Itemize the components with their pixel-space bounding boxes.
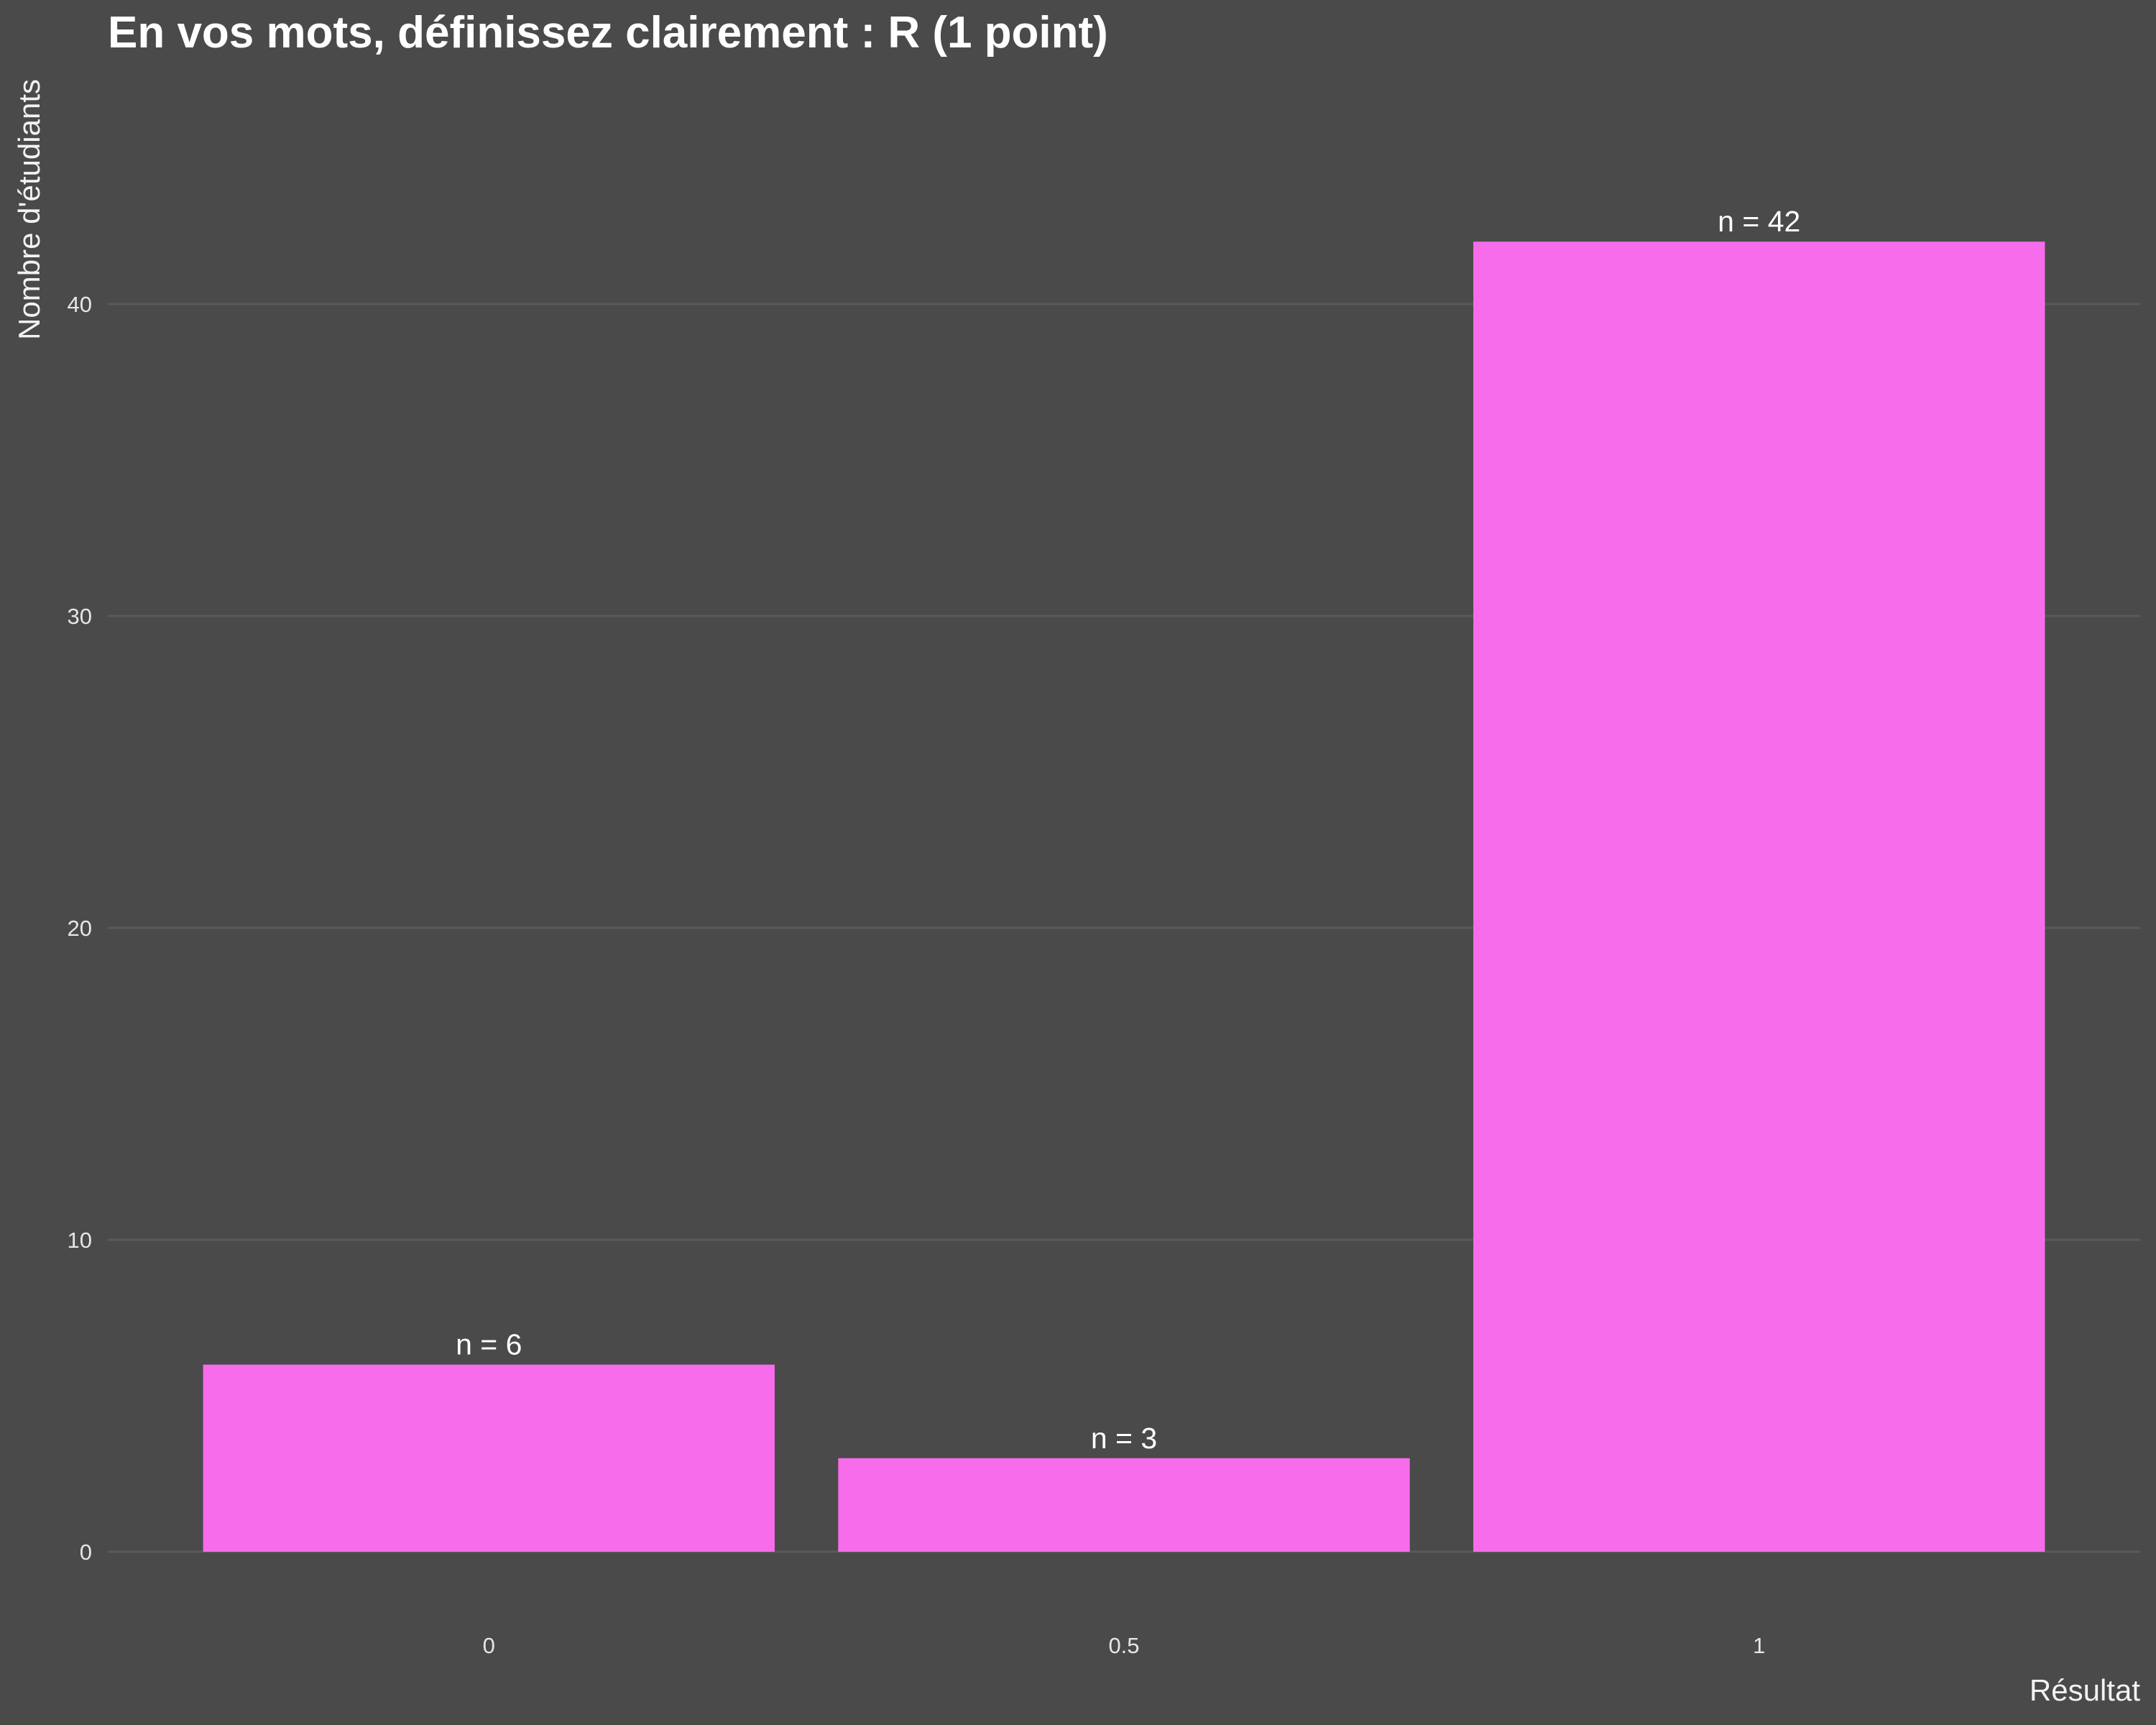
y-axis-ticks: 0 10 20 30 40 [68, 292, 92, 1565]
bar-0.5 [838, 1458, 1410, 1552]
data-labels: n = 6 n = 3 n = 42 [456, 205, 1800, 1455]
x-tick-label: 1 [1753, 1633, 1765, 1658]
x-tick-label: 0 [483, 1633, 495, 1658]
bars [203, 242, 2045, 1552]
chart-title: En vos mots, définissez clairement : R (… [108, 8, 1108, 58]
y-tick-label: 0 [80, 1540, 92, 1565]
x-axis-title: Résultat [2030, 1673, 2140, 1707]
data-label-1: n = 42 [1718, 205, 1800, 238]
y-tick-label: 10 [68, 1228, 92, 1253]
x-tick-label: 0.5 [1108, 1633, 1139, 1658]
x-axis-ticks: 0 0.5 1 [483, 1633, 1766, 1658]
data-label-0: n = 6 [456, 1328, 522, 1361]
y-tick-label: 20 [68, 916, 92, 941]
bar-0 [203, 1364, 775, 1552]
y-axis-title: Nombre d'étudiants [12, 79, 46, 340]
bar-1 [1473, 242, 2045, 1552]
y-tick-label: 30 [68, 604, 92, 629]
data-label-0.5: n = 3 [1091, 1422, 1157, 1455]
y-tick-label: 40 [68, 292, 92, 317]
